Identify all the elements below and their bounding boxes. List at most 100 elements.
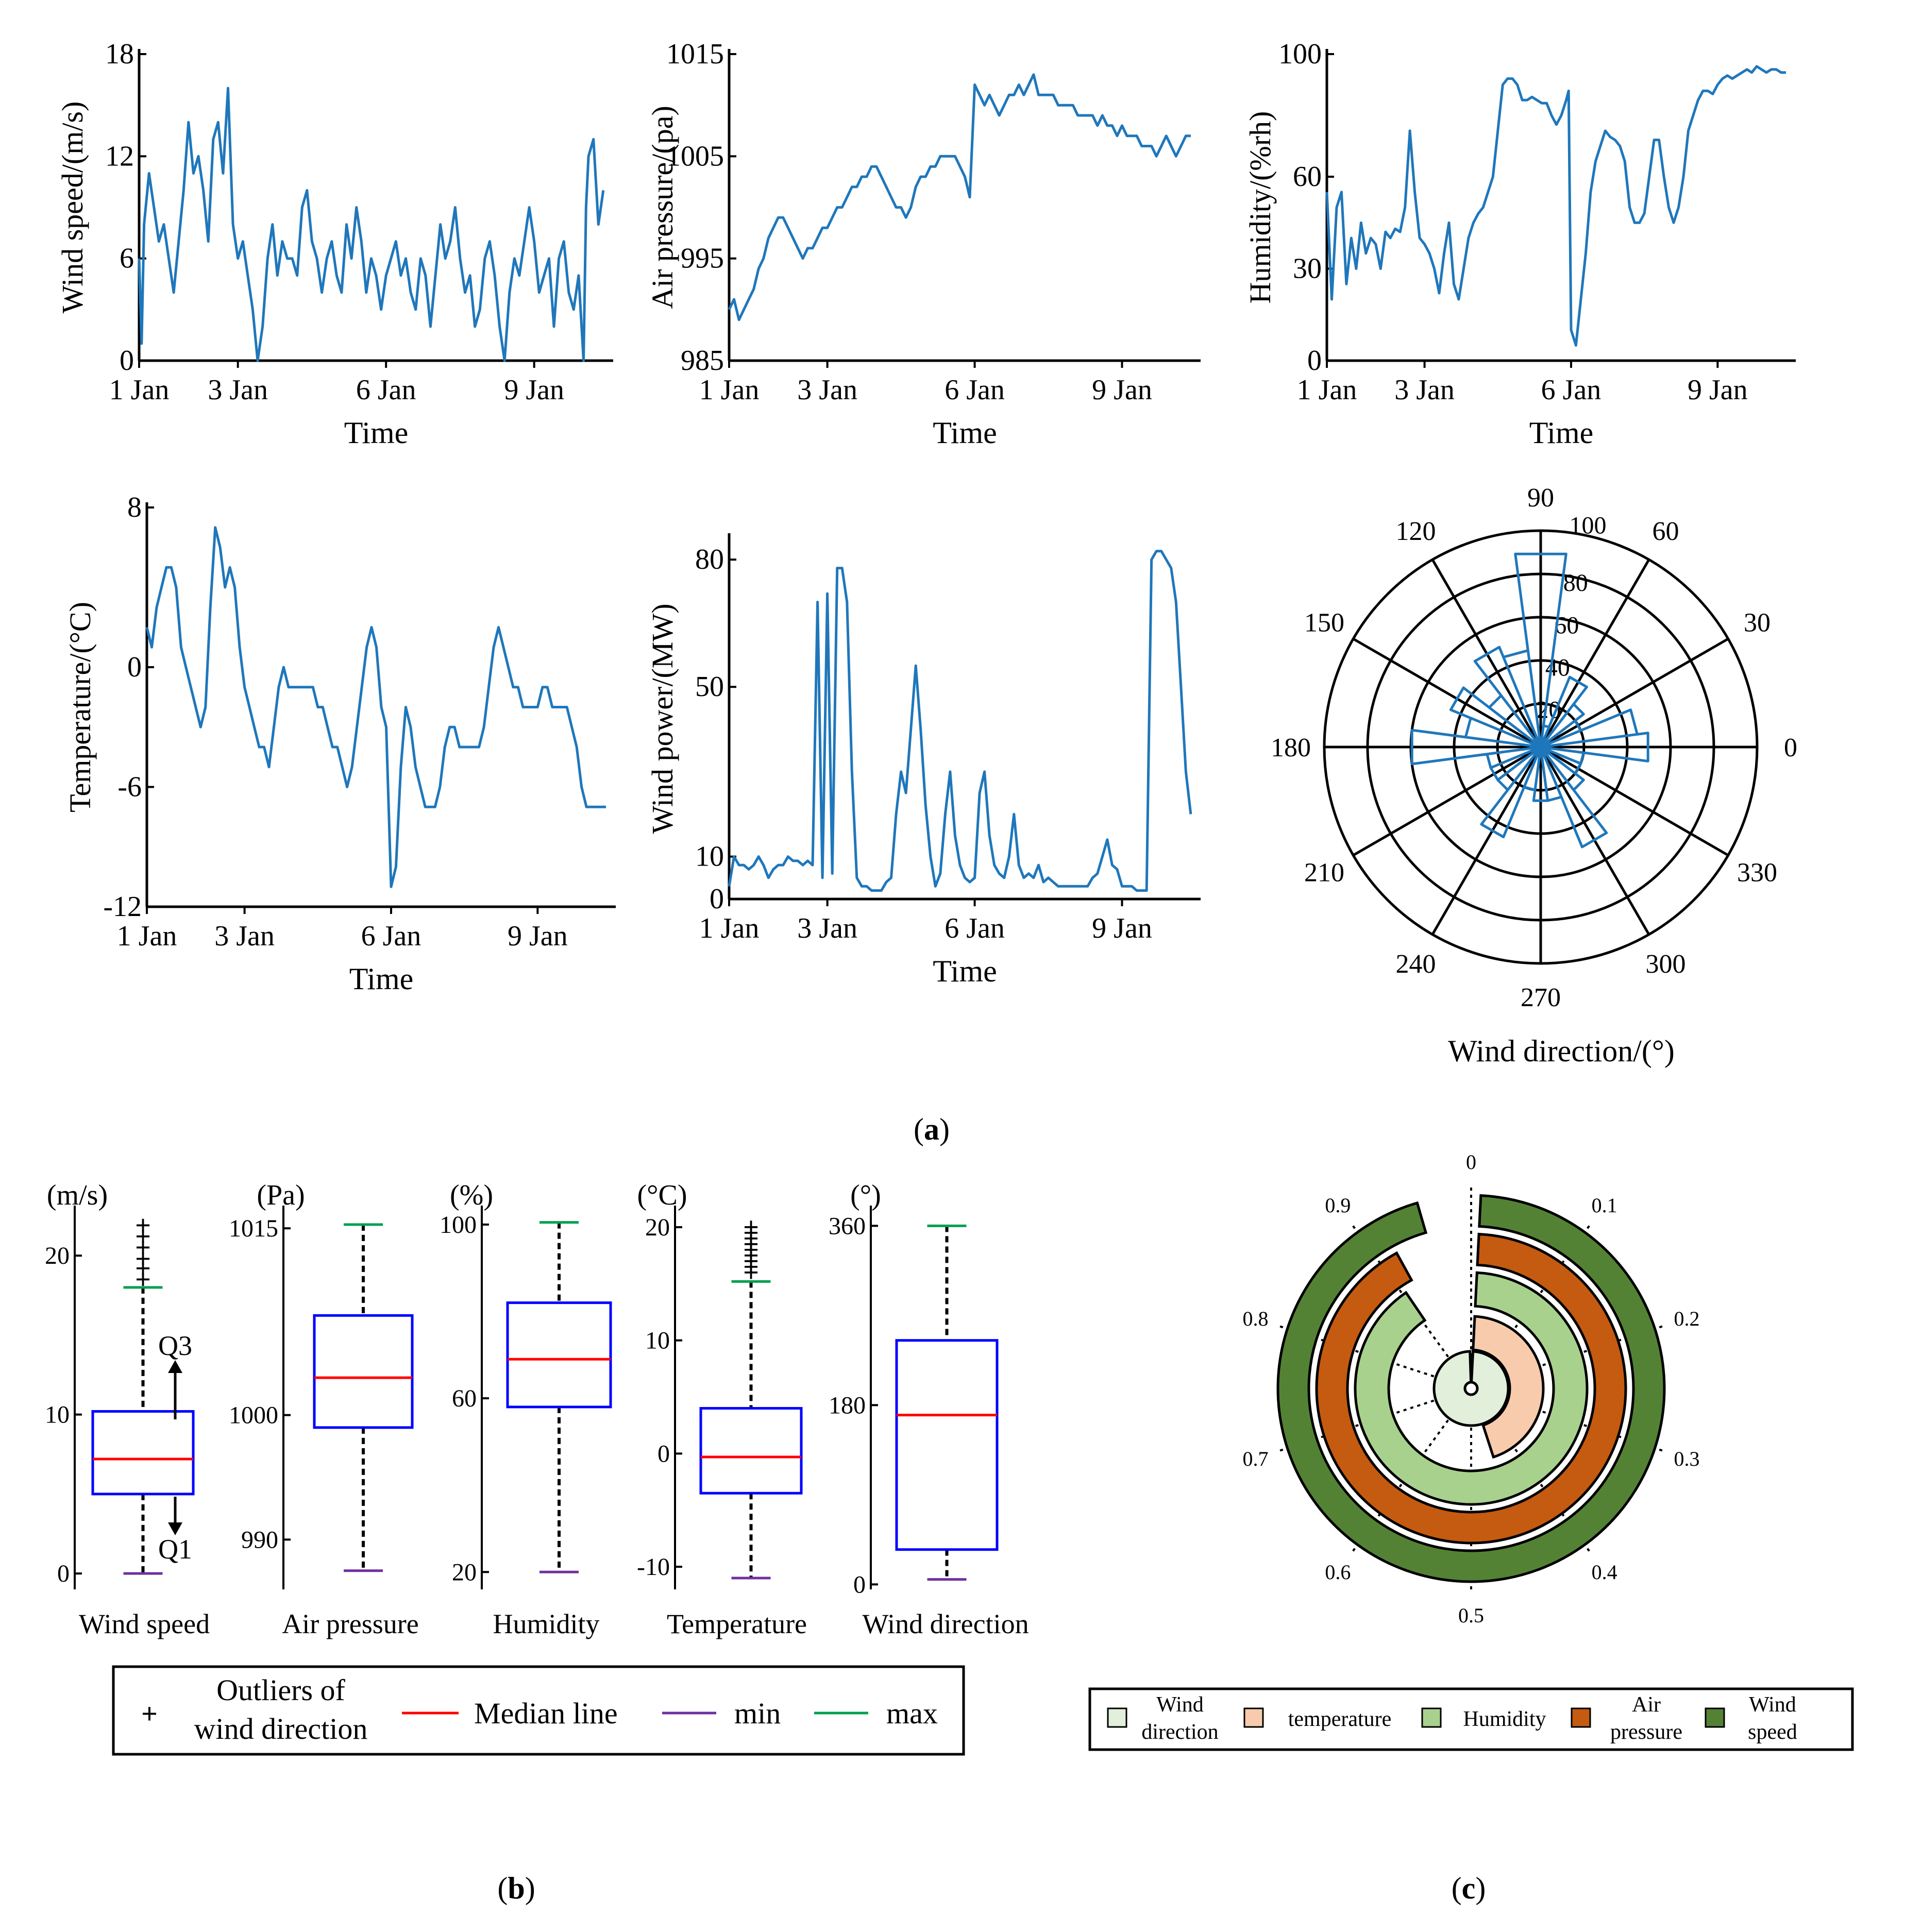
- wind-speed-chart: 0 6 12 18 1 Jan 3 Jan 6 Jan 9 Jan Time Wind speed…: [56, 38, 613, 450]
- y-axis-label: Humidity/(%rh): [1243, 111, 1277, 304]
- outlier-marker: +: [743, 1212, 759, 1243]
- x-tick-label: 9 Jan: [1092, 912, 1152, 944]
- panel-label-b: (b): [497, 1871, 535, 1905]
- wind-speed-bar: [1276, 1194, 1666, 1583]
- spoke: [1431, 746, 1542, 935]
- legend-label-line2: direction: [1141, 1720, 1218, 1744]
- spoke: [1540, 637, 1729, 749]
- radial-tick-label: 80: [1563, 569, 1588, 597]
- angle-tick-label: 210: [1304, 858, 1344, 888]
- box: [699, 1406, 803, 1495]
- outlier-marker: +: [135, 1221, 151, 1252]
- x-tick-label: 3 Jan: [214, 920, 275, 952]
- x-tick-label: 1 Jan: [109, 374, 170, 406]
- y-axis-label: Wind power/(MW): [646, 603, 679, 834]
- y-tick-label: 985: [681, 345, 724, 377]
- series-line: [145, 526, 606, 888]
- y-tick-label: 1015: [229, 1215, 278, 1242]
- legend-label: temperature: [1288, 1707, 1392, 1731]
- panel-label-a-letter: a: [924, 1112, 939, 1146]
- category-label: Temperature: [667, 1608, 807, 1639]
- humidity-chart: 0 30 60 100 1 Jan 3 Jan 6 Jan 9 Jan Time Humidity…: [1243, 38, 1796, 450]
- y-tick-label: 100: [1278, 38, 1322, 70]
- y-tick-label: -6: [117, 771, 142, 803]
- legend-swatch: [1243, 1707, 1264, 1728]
- legend-median-label: Median line: [474, 1697, 618, 1730]
- legend-frame: [112, 1665, 965, 1756]
- y-tick-label: 990: [241, 1526, 278, 1553]
- legend-swatch: [1107, 1707, 1127, 1728]
- y-tick-label: -12: [103, 891, 142, 923]
- outlier-marker: +: [743, 1246, 759, 1277]
- panel-label-b-letter: b: [508, 1871, 525, 1905]
- series-line: [138, 87, 605, 362]
- y-tick-label: 995: [681, 243, 724, 275]
- x-axis-label: Time: [933, 416, 997, 450]
- spoke: [1539, 559, 1650, 748]
- radial-tick-label: 0.9: [1325, 1194, 1351, 1217]
- box: [91, 1410, 195, 1496]
- panel-label-c-letter: c: [1462, 1871, 1476, 1905]
- legend-label-line2: speed: [1748, 1720, 1797, 1744]
- q1-arrow-head: [168, 1522, 182, 1535]
- y-tick-label: 10: [645, 1327, 670, 1354]
- legend-label: Humidity: [1463, 1707, 1546, 1731]
- radial-tick-label: 0.1: [1592, 1194, 1617, 1217]
- x-tick-label: 6 Jan: [945, 912, 1005, 944]
- unit-label: (%): [450, 1179, 493, 1211]
- y-tick-label: 0: [658, 1440, 670, 1467]
- legend-label-line2: pressure: [1610, 1720, 1682, 1744]
- x-tick-label: 6 Jan: [356, 374, 416, 406]
- legend-label-line1: Wind: [1156, 1693, 1204, 1717]
- angle-tick-label: 240: [1396, 950, 1436, 979]
- outlier-marker: +: [743, 1251, 759, 1282]
- angle-tick-label: 270: [1521, 983, 1561, 1012]
- outlier-marker: +: [135, 1243, 151, 1274]
- x-axis-label: Wind direction/(°): [1448, 1034, 1675, 1068]
- angle-tick-label: 180: [1271, 733, 1311, 762]
- y-tick-label: 18: [105, 38, 134, 70]
- x-tick-label: 1 Jan: [699, 374, 760, 406]
- legend-frame: [1088, 1687, 1854, 1751]
- legend-swatch: [1705, 1707, 1725, 1728]
- category-label: Humidity: [493, 1608, 599, 1639]
- outlier-marker: +: [743, 1217, 759, 1248]
- y-tick-label: 60: [452, 1385, 477, 1412]
- box: [313, 1314, 414, 1429]
- angle-tick-label: 30: [1744, 608, 1771, 638]
- x-axis-label: Time: [1529, 416, 1594, 450]
- boxplot-humidity: 20 60 100(%) Humidity: [440, 1179, 612, 1639]
- outlier-marker: +: [135, 1232, 151, 1263]
- legend-label-line1: Wind: [1749, 1693, 1796, 1717]
- x-tick-label: 1 Jan: [699, 912, 760, 944]
- outlier-marker: +: [743, 1229, 759, 1260]
- q1-label: Q1: [158, 1534, 192, 1565]
- unit-label: (m/s): [47, 1179, 108, 1211]
- x-tick-label: 1 Jan: [1297, 374, 1357, 406]
- y-axis-label: Temperature/(°C): [63, 602, 97, 812]
- y-tick-label: -10: [637, 1553, 670, 1581]
- y-tick-label: 10: [45, 1401, 70, 1429]
- radial-tick-label: 0.5: [1458, 1604, 1484, 1627]
- legend-swatch: [1571, 1707, 1591, 1728]
- x-tick-label: 6 Jan: [361, 920, 422, 952]
- angle-tick-label: 150: [1304, 608, 1344, 638]
- y-axis-label: Air pressure/(pa): [646, 106, 679, 309]
- boxplot-wind-direction: 0 180 360(°) Wind direction: [829, 1179, 1029, 1639]
- boxplot-air-pressure: 990 1000 1015 (Pa) Air pressure: [229, 1179, 419, 1639]
- outlier-marker: +: [743, 1223, 759, 1254]
- x-tick-label: 1 Jan: [117, 920, 177, 952]
- y-tick-label: 360: [829, 1212, 866, 1240]
- unit-label: (°): [850, 1179, 881, 1211]
- x-tick-label: 3 Jan: [1394, 374, 1455, 406]
- temperature-chart: -12 -6 0 8 1 Jan 3 Jan 6 Jan 9 Jan Time Temperatu…: [63, 492, 616, 996]
- radial-tick-label: 100: [1569, 512, 1606, 539]
- y-tick-label: 0: [853, 1571, 866, 1598]
- y-tick-label: 10: [695, 841, 724, 873]
- angle-tick-label: 90: [1527, 483, 1554, 513]
- radial-tick-label: 0.7: [1243, 1447, 1269, 1470]
- y-tick-label: 30: [1293, 253, 1322, 285]
- x-tick-label: 9 Jan: [1092, 374, 1152, 406]
